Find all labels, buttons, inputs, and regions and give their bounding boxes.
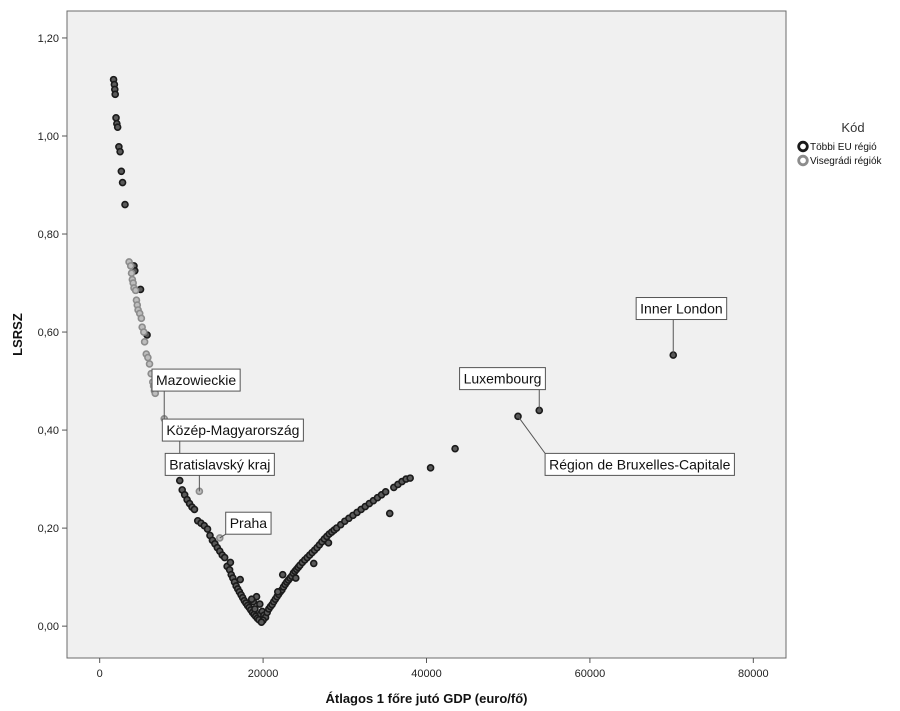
point-tobbi-eu	[175, 476, 184, 485]
annotation-text: Mazowieckie	[156, 372, 236, 388]
data-points	[109, 75, 678, 627]
point-tobbi-eu	[426, 464, 435, 472]
axes: 0,00 0,20 0,40 0,60 0,80 1,00 1,20 0 20000 40000 6…	[38, 33, 769, 680]
annotation-text: Bratislavský kraj	[169, 456, 270, 472]
point-tobbi-eu	[385, 509, 394, 518]
annotation-text: Luxembourg	[464, 371, 542, 387]
x-tick-label: 20000	[248, 668, 279, 680]
annotation-box	[225, 511, 272, 535]
point-tobbi-eu	[247, 595, 256, 603]
legend-marker-tobbi	[797, 140, 809, 153]
annotation-label: Inner London	[635, 297, 728, 356]
point-tobbi-eu	[118, 178, 127, 187]
point-tobbi-eu	[451, 444, 459, 453]
point-visegradi	[144, 353, 152, 362]
point-tobbi-eu	[381, 488, 390, 496]
plot-area	[66, 10, 787, 659]
point-visegradi	[127, 269, 136, 278]
annotation-leader	[517, 416, 546, 454]
annotation-box	[459, 367, 546, 391]
annotations: Mazowieckie Közép-Magyarország Bratislavsk…	[151, 297, 735, 539]
point-tobbi-eu	[190, 505, 199, 514]
point-tobbi-eu	[291, 574, 300, 582]
x-tick-label: 0	[97, 668, 103, 680]
point-tobbi-eu	[324, 539, 333, 547]
point-visegradi	[140, 338, 149, 346]
point-visegradi	[145, 360, 154, 368]
annotation-text: Inner London	[640, 301, 723, 317]
point-tobbi-eu	[112, 114, 120, 122]
x-axis-title: Átlagos 1 főre jutó GDP (euro/fő)	[326, 691, 528, 706]
annotation-text: Région de Bruxelles-Capitale	[549, 456, 731, 472]
annotation-label: Praha	[219, 511, 272, 539]
point-tobbi-eu	[236, 575, 245, 584]
point-tobbi-eu	[309, 559, 318, 568]
annotation-text: Praha	[230, 515, 268, 531]
annotation-text: Közép-Magyarország	[166, 422, 299, 438]
legend-label-tobbi: Többi EU régió	[810, 142, 877, 153]
point-tobbi-eu	[257, 618, 266, 627]
y-tick-label: 0,20	[38, 523, 59, 535]
point-tobbi-eu	[273, 588, 282, 596]
x-tick-label: 40000	[411, 668, 442, 680]
point-tobbi-eu	[220, 553, 229, 562]
point-tobbi-eu	[278, 570, 287, 579]
annotation-box	[635, 297, 728, 321]
legend-marker-visegradi	[797, 154, 809, 167]
y-tick-label: 0,80	[38, 229, 59, 241]
point-tobbi-eu	[111, 90, 120, 99]
annotation-label: Közép-Magyarország	[161, 418, 304, 461]
point-visegradi	[140, 328, 148, 336]
point-tobbi-eu	[203, 525, 212, 533]
point-tobbi-eu	[121, 200, 129, 209]
annotation-box	[164, 452, 275, 476]
annotation-leader	[219, 533, 226, 539]
annotation-box	[161, 418, 304, 442]
point-visegradi	[137, 314, 146, 323]
y-tick-label: 0,00	[38, 621, 59, 633]
legend-label-visegradi: Visegrádi régiók	[810, 156, 883, 167]
y-tick-label: 0,40	[38, 425, 59, 437]
point-tobbi-eu	[113, 123, 122, 131]
annotation-label: Mazowieckie	[151, 368, 241, 419]
point-tobbi-eu	[117, 167, 126, 176]
y-tick-label: 0,60	[38, 327, 59, 339]
legend: Kód Többi EU régió Visegrádi régiók	[797, 120, 883, 167]
annotation-label: Bratislavský kraj	[164, 452, 275, 492]
point-tobbi-eu	[116, 147, 124, 156]
y-tick-label: 1,20	[38, 33, 59, 45]
legend-title: Kód	[841, 120, 864, 135]
x-tick-label: 60000	[575, 668, 606, 680]
point-tobbi-eu	[226, 558, 235, 567]
y-tick-label: 1,00	[38, 131, 59, 143]
annotation-box	[544, 452, 735, 476]
point-tobbi-eu	[406, 474, 414, 482]
annotation-box	[151, 368, 241, 392]
annotation-label: Luxembourg	[459, 367, 546, 411]
annotation-label: Région de Bruxelles-Capitale	[517, 416, 735, 476]
x-tick-label: 80000	[738, 668, 769, 680]
point-tobbi-eu	[256, 600, 264, 608]
point-visegradi	[131, 286, 140, 295]
point-visegradi	[126, 262, 135, 270]
y-axis-title: LSRSZ	[10, 313, 25, 356]
point-tobbi-eu	[251, 605, 259, 613]
